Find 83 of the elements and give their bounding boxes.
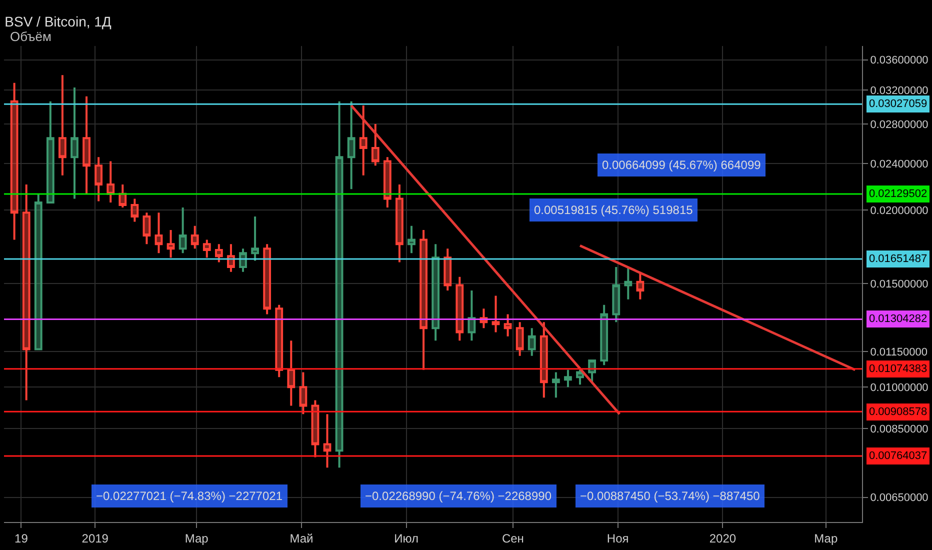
candlestick — [70, 86, 78, 200]
candlestick — [190, 224, 199, 250]
candlestick — [214, 243, 223, 264]
candlestick — [444, 248, 452, 292]
x-tick-label: 2020 — [709, 531, 736, 546]
ref-line-label: 0.01651487 — [869, 253, 928, 265]
y-tick-label: 0.03200000 — [870, 84, 928, 97]
candlestick — [299, 371, 308, 416]
y-tick-label: 0.00850000 — [870, 424, 928, 436]
candlestick — [58, 74, 66, 176]
x-tick-label: 2019 — [82, 531, 109, 546]
candlestick — [130, 198, 139, 223]
chart-subtitle: Объём — [10, 29, 52, 44]
x-tick-label: Мар — [814, 531, 838, 546]
candlestick — [154, 212, 163, 254]
annotation: 0.00519815 (45.76%) 519815 — [534, 203, 694, 217]
x-tick-label: Июл — [394, 531, 419, 546]
candlestick — [576, 368, 584, 386]
ref-line-label: 0.00908578 — [869, 406, 928, 418]
candlestick — [636, 270, 644, 300]
x-tick-label: Ноя — [606, 531, 629, 546]
y-tick-label: 0.01000000 — [870, 382, 928, 394]
candlestick — [106, 160, 115, 204]
candlestick — [22, 184, 30, 402]
candlestick — [504, 313, 512, 338]
candlestick — [311, 399, 320, 458]
candlestick — [371, 123, 380, 167]
chart-title: BSV / Bitcoin, 1Д — [4, 14, 112, 30]
candlestick — [263, 243, 272, 316]
candlestick — [540, 321, 548, 399]
candlestick — [34, 192, 42, 350]
candlestick — [528, 327, 536, 357]
candlestick — [323, 413, 332, 469]
annotation: −0.02268990 (−74.76%) −2268990 — [365, 489, 552, 503]
candlestick — [624, 266, 632, 300]
candlestick — [202, 238, 211, 259]
candlestick — [142, 212, 151, 246]
y-tick-label: 0.01500000 — [870, 278, 928, 290]
candlestick — [118, 184, 127, 208]
y-tick-label: 0.03600000 — [870, 54, 928, 67]
ref-line-label: 0.02129502 — [869, 188, 928, 200]
candlestick — [612, 266, 620, 324]
y-tick-label: 0.02400000 — [870, 158, 928, 170]
candlestick — [600, 304, 608, 366]
ref-line-label: 0.03027059 — [869, 98, 928, 110]
x-tick-label: 19 — [14, 531, 28, 546]
candlestick — [408, 224, 416, 254]
candlestick — [239, 248, 247, 273]
y-tick-label: 0.00650000 — [870, 492, 928, 504]
candlestick — [432, 243, 440, 342]
annotation: −0.00887450 (−53.74%) −887450 — [580, 489, 760, 503]
y-tick-label: 0.02800000 — [870, 118, 928, 131]
x-tick-label: Мар — [184, 531, 209, 546]
y-tick-label: 0.02000000 — [870, 204, 928, 217]
candlestick — [564, 368, 572, 388]
ref-line-label: 0.00764037 — [869, 450, 928, 462]
candlestick — [552, 371, 560, 399]
x-tick-label: Сен — [502, 531, 524, 546]
candlestick — [347, 100, 356, 190]
candlestick — [383, 156, 392, 208]
candlestick — [178, 206, 187, 254]
candlestick — [227, 243, 235, 273]
candlestick — [10, 82, 18, 241]
candlestick — [456, 276, 464, 342]
candlestick — [251, 216, 259, 262]
candlestick — [396, 184, 404, 264]
candlestick — [492, 294, 500, 334]
y-tick-label: 0.01150000 — [870, 346, 928, 358]
candlestick — [516, 321, 524, 357]
annotation: 0.00664099 (45.67%) 664099 — [602, 158, 762, 172]
candlestick — [166, 228, 175, 259]
annotation: −0.02277021 (−74.83%) −2277021 — [96, 489, 283, 503]
candlestick — [82, 95, 90, 195]
candlestick — [94, 156, 103, 202]
candlestick — [46, 100, 54, 204]
ref-line-label: 0.01304282 — [869, 313, 928, 325]
x-tick-label: Май — [290, 531, 314, 546]
candlestick — [287, 340, 296, 407]
candlestick — [359, 104, 368, 176]
candlestick — [335, 100, 344, 469]
ref-line-label: 0.01074383 — [869, 363, 928, 375]
candlestick — [420, 228, 428, 371]
candlestick — [275, 304, 284, 378]
